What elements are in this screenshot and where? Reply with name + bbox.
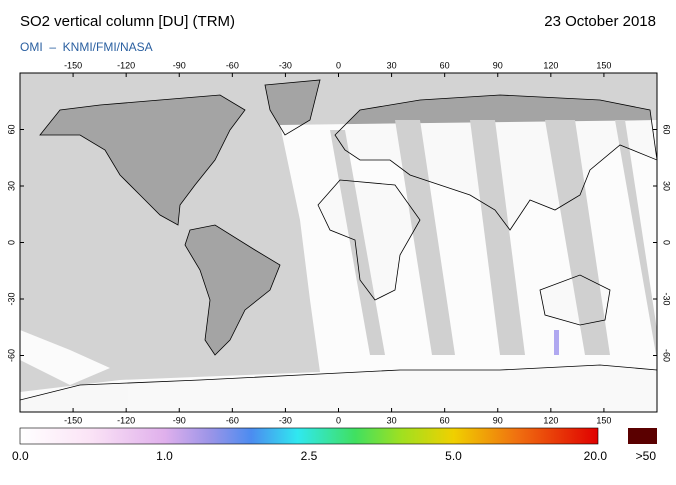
colorbar — [19, 427, 599, 445]
x-tick-label: 60 — [440, 415, 450, 425]
y-tick-label: 30 — [6, 181, 16, 191]
credit: OMI – KNMI/FMI/NASA — [20, 40, 153, 54]
x-tick-label: -90 — [173, 60, 186, 70]
y-tick-label: -60 — [662, 349, 672, 362]
colorbar-overflow — [628, 428, 657, 444]
map-ticks: -150 -150 -120 -120 -90 -90 -60 -60 -30 -30 0 0 30 30… — [6, 60, 671, 425]
map — [20, 73, 657, 412]
y-tick-label: -30 — [662, 292, 672, 305]
so2-spot — [554, 330, 559, 355]
x-tick-label: -60 — [226, 60, 239, 70]
colorbar-label: 5.0 — [445, 449, 462, 463]
colorbar-label: 0.0 — [12, 449, 29, 463]
x-tick-label: 0 — [336, 60, 341, 70]
x-tick-label: -150 — [64, 60, 82, 70]
x-tick-label: 120 — [543, 60, 558, 70]
x-tick-label: -150 — [64, 415, 82, 425]
x-tick-label: 60 — [440, 60, 450, 70]
title: SO2 vertical column [DU] (TRM) — [20, 13, 235, 30]
x-tick-label: 150 — [596, 60, 611, 70]
x-tick-label: -60 — [226, 415, 239, 425]
y-tick-label: 60 — [6, 124, 16, 134]
x-tick-label: -30 — [279, 60, 292, 70]
x-tick-label: 30 — [387, 415, 397, 425]
swath-gaps — [330, 120, 657, 360]
x-tick-label: 120 — [543, 415, 558, 425]
x-tick-label: -30 — [279, 415, 292, 425]
x-tick-label: 90 — [493, 415, 503, 425]
y-tick-label: -30 — [6, 292, 16, 305]
y-tick-label: 30 — [662, 181, 672, 191]
y-tick-label: -60 — [6, 349, 16, 362]
x-tick-label: 30 — [387, 60, 397, 70]
x-tick-label: -120 — [117, 415, 135, 425]
date: 23 October 2018 — [544, 13, 656, 30]
colorbar-label: 20.0 — [584, 449, 608, 463]
colorbar-label: 2.5 — [301, 449, 318, 463]
x-tick-label: -90 — [173, 415, 186, 425]
y-tick-label: 0 — [662, 240, 672, 245]
y-tick-label: 60 — [662, 124, 672, 134]
y-tick-label: 0 — [6, 240, 16, 245]
overflow-label: >50 — [636, 449, 657, 463]
colorbar-label: 1.0 — [156, 449, 173, 463]
x-tick-label: 0 — [336, 415, 341, 425]
coastlines — [20, 79, 657, 401]
x-tick-label: -120 — [117, 60, 135, 70]
x-tick-label: 90 — [493, 60, 503, 70]
x-tick-label: 150 — [596, 415, 611, 425]
